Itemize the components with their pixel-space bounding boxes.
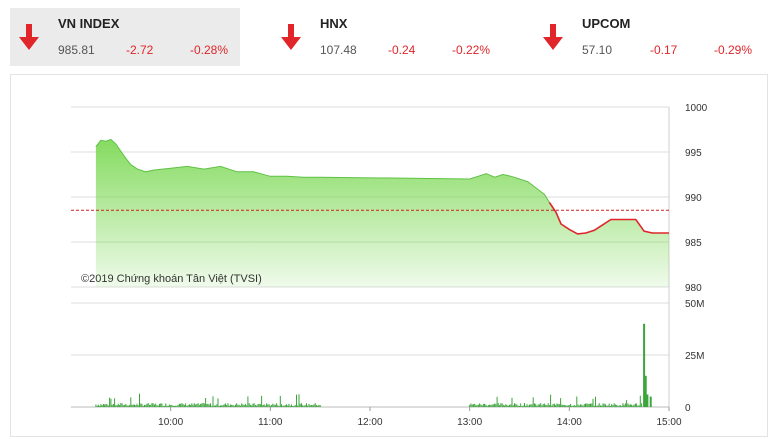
price-tick-label: 995 (685, 148, 702, 159)
index-chart-panel: 1000 995 990 985 980 50M 25M 0 10:00 11:00 12:00 13… (10, 74, 768, 437)
ticker-change: -0.17 (650, 43, 678, 57)
ticker-percent: -0.28% (190, 43, 229, 57)
ticker-value: 985.81 (58, 43, 95, 57)
ticker-name: UPCOM (582, 16, 631, 31)
ticker-percent: -0.29% (714, 43, 753, 57)
ticker-change: -0.24 (388, 43, 416, 57)
time-tick-label: 12:00 (357, 417, 382, 428)
ticker-vn-index[interactable]: VN INDEX 985.81 -2.72 -0.28% (10, 8, 240, 66)
volume-tick-label: 0 (685, 403, 691, 414)
volume-bar (646, 394, 649, 407)
ticker-hnx[interactable]: HNX 107.48 -0.24 -0.22% (272, 8, 502, 66)
down-arrow-icon (19, 24, 39, 50)
time-tick-label: 15:00 (656, 417, 681, 428)
price-area (95, 139, 669, 287)
volume-tick-label: 25M (685, 351, 704, 362)
volume-bar (644, 375, 647, 407)
index-chart: 1000 995 990 985 980 50M 25M 0 10:00 11:00 12:00 13… (71, 103, 708, 428)
price-tick-label: 980 (685, 283, 702, 294)
volume-tick-label: 50M (685, 299, 704, 310)
price-tick-label: 985 (685, 238, 702, 249)
ticker-value: 107.48 (320, 43, 357, 57)
down-arrow-icon (543, 24, 563, 50)
time-tick-label: 14:00 (557, 417, 582, 428)
time-tick-label: 11:00 (258, 417, 283, 428)
ticker-percent: -0.22% (452, 43, 491, 57)
down-arrow-icon (281, 24, 301, 50)
price-line-above-reference (95, 138, 550, 203)
price-tick-label: 990 (685, 193, 702, 204)
ticker-change: -2.72 (126, 43, 154, 57)
chart-watermark: ©2019 Chứng khoán Tân Việt (TVSI) (81, 273, 262, 285)
ticker-value: 57.10 (582, 43, 613, 57)
ticker-upcom[interactable]: UPCOM 57.10 -0.17 -0.29% (534, 8, 764, 66)
ticker-name: HNX (320, 16, 348, 31)
time-tick-label: 10:00 (158, 417, 183, 428)
volume-bar (643, 323, 646, 407)
price-line-below-reference (548, 201, 669, 235)
time-tick-label: 13:00 (457, 417, 482, 428)
price-tick-label: 1000 (685, 103, 708, 114)
ticker-name: VN INDEX (58, 16, 120, 31)
volume-bar (649, 396, 652, 407)
